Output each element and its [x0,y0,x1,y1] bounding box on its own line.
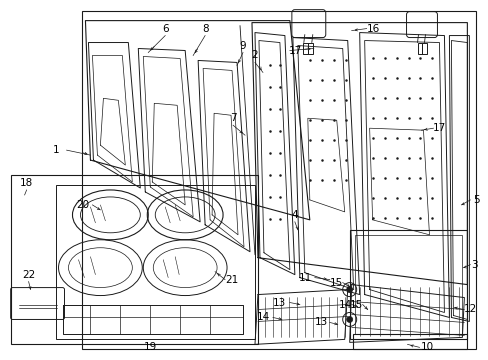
Text: 13: 13 [273,297,286,307]
Circle shape [346,287,352,293]
Text: 10: 10 [420,342,433,352]
Bar [302,42,307,54]
Bar [82,11,475,349]
Text: 1: 1 [53,145,60,155]
Text: 14: 14 [256,312,269,323]
Bar [354,235,462,334]
Text: 15: 15 [329,278,343,288]
Bar [56,185,254,339]
Text: 22: 22 [22,270,35,280]
Bar [422,42,427,54]
Text: 16: 16 [366,24,380,33]
Text: 7: 7 [229,113,236,123]
Text: 15: 15 [349,300,363,310]
Text: 5: 5 [472,195,479,205]
Text: 14: 14 [338,300,352,310]
Text: 19: 19 [143,342,157,352]
Text: 8: 8 [202,24,208,33]
Bar [352,334,467,349]
Text: 21: 21 [225,275,238,285]
Text: 18: 18 [20,178,33,188]
Text: 4: 4 [291,210,298,220]
Circle shape [346,316,352,323]
Text: 6: 6 [162,24,168,33]
Text: 17: 17 [288,45,302,55]
Bar [11,175,258,345]
Bar [417,42,422,54]
Text: 12: 12 [463,305,476,315]
Bar [349,230,467,339]
Bar [307,42,312,54]
Text: 11: 11 [299,273,312,283]
Text: 2: 2 [251,50,258,60]
Text: 13: 13 [314,318,328,328]
Text: 20: 20 [76,200,89,210]
Text: 3: 3 [470,260,477,270]
Text: 17: 17 [432,123,445,133]
Text: 9: 9 [239,41,246,50]
